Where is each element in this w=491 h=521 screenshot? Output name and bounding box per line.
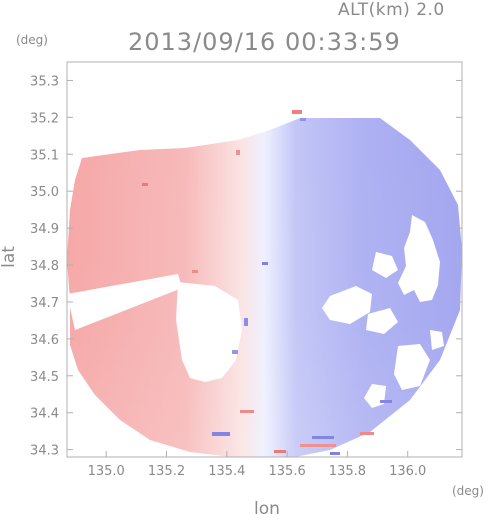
x-tick-label: 135.4 <box>208 464 245 479</box>
y-tick-label: 34.3 <box>30 444 59 459</box>
chart-title-timestamp: 2013/09/16 00:33:59 <box>128 28 401 56</box>
y-tick-label: 35.2 <box>30 111 59 126</box>
y-tick-label: 35.3 <box>30 74 59 89</box>
y-axis-unit: (deg) <box>16 33 48 47</box>
altitude-label: ALT(km) 2.0 <box>338 0 445 20</box>
y-tick-label: 35.0 <box>30 185 59 200</box>
x-tick-label: 135.2 <box>148 464 185 479</box>
blank-patch <box>430 330 444 350</box>
y-tick-label: 34.7 <box>30 296 59 311</box>
blank-sector <box>67 274 182 330</box>
blank-patch <box>366 308 398 334</box>
x-tick-label: 135.6 <box>269 464 306 479</box>
x-axis-label: lon <box>254 499 280 519</box>
blank-patch <box>398 215 440 302</box>
x-axis-unit: (deg) <box>452 484 484 498</box>
y-tick-label: 34.5 <box>30 370 59 385</box>
x-tick-label: 135.0 <box>88 464 125 479</box>
blank-near-field <box>176 282 242 382</box>
y-tick-label: 34.9 <box>30 222 59 237</box>
y-tick-label: 34.6 <box>30 333 59 348</box>
plot-frame <box>66 61 463 458</box>
clutter-speckles <box>142 110 392 455</box>
y-tick-label: 34.4 <box>30 407 59 422</box>
x-tick-label: 135.8 <box>329 464 366 479</box>
x-tick-label: 136.0 <box>389 464 426 479</box>
x-axis: 135.0 135.2 135.4 135.6 135.8 136.0 <box>88 451 426 479</box>
y-axis: 34.3 34.4 34.5 34.6 34.7 34.8 34.9 35.0 35.1 35.2… <box>30 74 462 459</box>
blank-patch <box>372 252 398 278</box>
blank-patch <box>322 286 372 324</box>
blank-patch <box>394 344 430 390</box>
y-tick-label: 35.1 <box>30 148 59 163</box>
y-tick-label: 34.8 <box>30 259 59 274</box>
